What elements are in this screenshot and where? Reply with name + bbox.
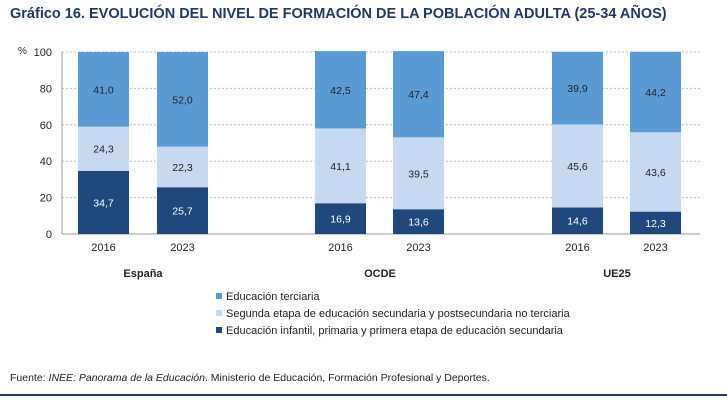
data-label: 24,3 — [93, 144, 114, 156]
bar-segment — [315, 203, 366, 234]
y-tick-label: 0 — [46, 229, 52, 241]
bar-segment — [552, 51, 603, 125]
data-label: 16,9 — [330, 214, 351, 226]
y-tick-label: 20 — [40, 193, 52, 205]
x-tick-label: 2023 — [643, 242, 667, 254]
group-label: OCDE — [364, 268, 396, 280]
bar-segment — [78, 52, 129, 127]
data-label: 43,6 — [645, 167, 666, 179]
data-label: 44,2 — [645, 87, 666, 99]
data-label: 34,7 — [93, 197, 114, 209]
x-tick-label: 2023 — [170, 242, 194, 254]
data-label: 13,6 — [408, 217, 429, 229]
bar-segment — [630, 51, 681, 133]
bar-segment — [157, 52, 208, 147]
group-label: UE25 — [603, 268, 631, 280]
bar-segment — [552, 124, 603, 208]
legend-label: Segunda etapa de educación secundaria y … — [226, 308, 571, 320]
y-axis-label: % — [18, 46, 27, 57]
y-tick-label: 40 — [40, 156, 52, 168]
legend-swatch — [216, 310, 222, 316]
bar-segment — [393, 209, 444, 234]
legend-swatch — [216, 293, 222, 299]
legend-label: Educación infantil, primaria y primera e… — [226, 325, 564, 337]
x-tick-label: 2016 — [328, 242, 352, 254]
data-label: 42,5 — [330, 85, 351, 97]
data-label: 45,6 — [567, 161, 588, 173]
source-rest: . Ministerio de Educación, Formación Pro… — [204, 372, 490, 384]
bar-segment — [78, 170, 129, 234]
data-label: 52,0 — [172, 94, 193, 106]
bar-segment — [78, 126, 129, 171]
source-prefix: Fuente: — [10, 372, 49, 384]
x-tick-label: 2016 — [565, 242, 589, 254]
data-label: 41,1 — [330, 161, 351, 173]
legend-label: Educación terciaria — [226, 291, 320, 303]
bar-segment — [315, 51, 366, 129]
data-label: 39,9 — [567, 83, 588, 95]
bar-segment — [552, 207, 603, 234]
bar-segment — [315, 128, 366, 204]
data-label: 25,7 — [172, 206, 193, 218]
bar-segment — [157, 187, 208, 234]
source-italic: INEE: Panorama de la Educación — [48, 372, 205, 384]
y-tick-label: 80 — [40, 83, 52, 95]
data-label: 12,3 — [645, 218, 666, 230]
group-label: España — [123, 268, 163, 280]
footer-rule — [0, 394, 727, 396]
y-tick-label: 60 — [40, 120, 52, 132]
legend-swatch — [216, 327, 222, 333]
data-label: 22,3 — [172, 162, 193, 174]
data-label: 41,0 — [93, 84, 114, 96]
y-tick-label: 100 — [34, 47, 52, 59]
source-note: Fuente: INEE: Panorama de la Educación. … — [10, 372, 490, 384]
data-label: 39,5 — [408, 168, 429, 180]
chart-title: Gráfico 16. EVOLUCIÓN DEL NIVEL DE FORMA… — [10, 6, 667, 22]
data-label: 47,4 — [408, 89, 429, 101]
bar-segment — [393, 51, 444, 138]
data-label: 14,6 — [567, 216, 588, 228]
bar-segment — [630, 211, 681, 234]
stacked-bar-chart: 0 20 40 60 80 100% 34,7 24,3 41,0 2016 25,7 22,3 52,… — [18, 46, 700, 337]
bar-segment — [157, 146, 208, 188]
bar-segment — [630, 132, 681, 212]
bar-segment — [393, 137, 444, 210]
x-tick-label: 2016 — [91, 242, 115, 254]
x-tick-label: 2023 — [406, 242, 430, 254]
